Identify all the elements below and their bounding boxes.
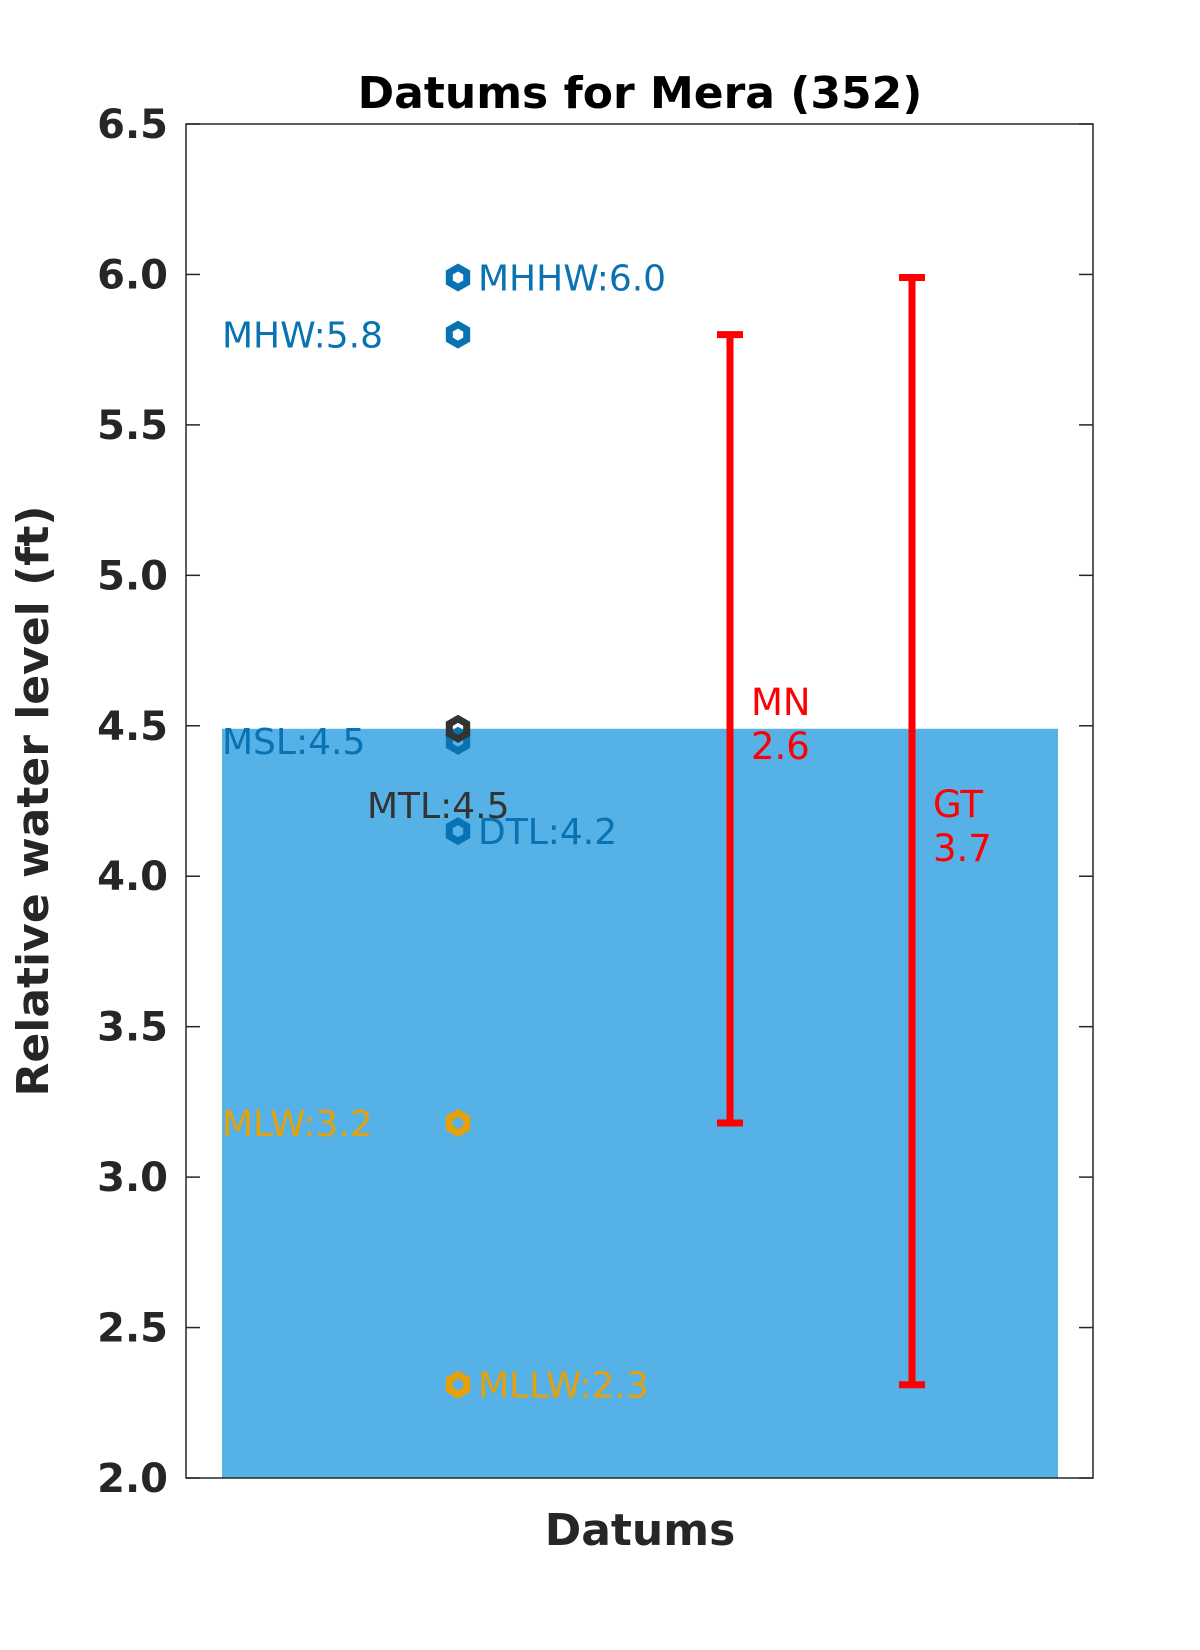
- y-axis-ticks: 2.0 2.5 3.0 3.5 4.0 4.5 5.0 5.5 6.0 6.5: [97, 102, 1093, 1502]
- datum-label: MTL:4.5: [367, 786, 510, 827]
- plot-frame: [185, 123, 1094, 1479]
- y-tick-label: 3.0: [97, 1155, 168, 1201]
- range-value-label: 3.7: [933, 827, 992, 870]
- datum-point-mhw: MHW:5.8: [222, 316, 471, 357]
- y-tick-label: 4.5: [97, 704, 168, 750]
- datum-label: MSL:4.5: [222, 722, 365, 763]
- x-axis-label: Datums: [545, 1505, 736, 1556]
- y-tick-label: 6.5: [97, 102, 168, 148]
- datum-point-mtl: MTL:4.5: [367, 714, 510, 827]
- datum-point-mlw: MLW:3.2: [222, 1104, 471, 1145]
- datum-label: DTL:4.2: [478, 812, 617, 853]
- y-tick-label: 3.5: [97, 1005, 168, 1051]
- y-tick-label: 5.0: [97, 553, 168, 599]
- datum-point-msl: MSL:4.5: [222, 722, 471, 763]
- y-tick-label: 2.5: [97, 1306, 168, 1352]
- datum-point-mhhw: MHHW:6.0: [445, 258, 666, 299]
- y-tick-label: 4.0: [97, 854, 168, 900]
- datum-point-mllw: MLLW:2.3: [445, 1366, 649, 1407]
- background-fill: [222, 728, 1058, 1478]
- range-bar-gt: GT3.7: [899, 273, 992, 1389]
- range-bars: MN2.6 GT3.7: [717, 273, 992, 1389]
- range-name-label: GT: [933, 783, 983, 826]
- y-axis-label: Relative water level (ft): [8, 506, 59, 1097]
- y-tick-label: 6.0: [97, 252, 168, 298]
- range-name-label: MN: [751, 681, 811, 724]
- datum-label: MHHW:6.0: [478, 258, 666, 299]
- chart-title: Datums for Mera (352): [358, 68, 923, 119]
- y-tick-label: 2.0: [97, 1456, 168, 1502]
- range-value-label: 2.6: [751, 725, 810, 768]
- datum-point-dtl: DTL:4.2: [445, 812, 617, 853]
- datum-label: MHW:5.8: [222, 316, 383, 357]
- datum-label: MLLW:2.3: [478, 1366, 649, 1407]
- datum-label: MLW:3.2: [222, 1104, 373, 1145]
- range-bar-mn: MN2.6: [717, 331, 811, 1127]
- y-tick-label: 5.5: [97, 403, 168, 449]
